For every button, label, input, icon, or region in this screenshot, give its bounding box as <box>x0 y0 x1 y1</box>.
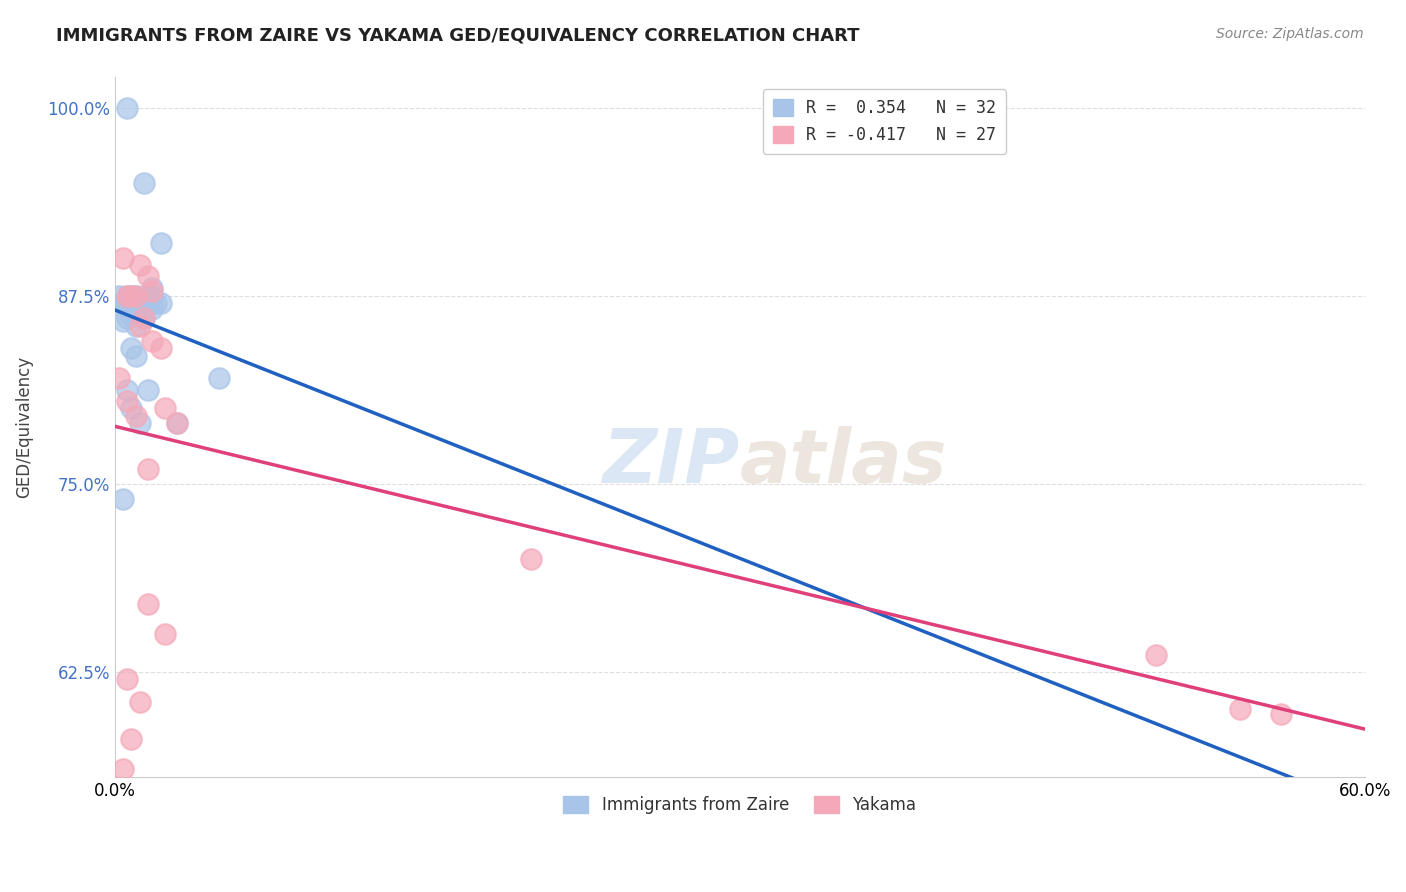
Point <box>124 318 146 333</box>
Point <box>124 409 146 423</box>
Point <box>145 296 167 310</box>
Text: atlas: atlas <box>740 425 948 499</box>
Point <box>128 296 150 310</box>
Point <box>1229 702 1251 716</box>
Point <box>117 101 139 115</box>
Point <box>120 732 142 747</box>
Point <box>1270 706 1292 721</box>
Point <box>117 296 139 310</box>
Point <box>141 284 163 298</box>
Text: ZIP: ZIP <box>603 425 740 499</box>
Point <box>141 301 163 316</box>
Point <box>108 371 131 385</box>
Point <box>141 288 163 302</box>
Text: IMMIGRANTS FROM ZAIRE VS YAKAMA GED/EQUIVALENCY CORRELATION CHART: IMMIGRANTS FROM ZAIRE VS YAKAMA GED/EQUI… <box>56 27 859 45</box>
Point <box>166 417 188 431</box>
Point <box>112 296 135 310</box>
Point <box>136 268 159 283</box>
Point <box>136 384 159 398</box>
Point <box>128 695 150 709</box>
Point <box>112 762 135 776</box>
Point <box>128 259 150 273</box>
Point <box>1146 648 1168 662</box>
Point <box>108 288 131 302</box>
Point <box>117 288 139 302</box>
Point <box>136 461 159 475</box>
Y-axis label: GED/Equivalency: GED/Equivalency <box>15 356 32 499</box>
Point <box>166 417 188 431</box>
Point <box>117 672 139 686</box>
Point <box>132 311 155 326</box>
Point <box>120 288 142 302</box>
Point <box>124 288 146 302</box>
Legend: Immigrants from Zaire, Yakama: Immigrants from Zaire, Yakama <box>553 787 927 824</box>
Point <box>141 334 163 348</box>
Point <box>120 341 142 355</box>
Point <box>208 371 231 385</box>
Point <box>124 288 146 302</box>
Point <box>132 311 155 326</box>
Point <box>128 308 150 322</box>
Point <box>117 393 139 408</box>
Point <box>153 627 176 641</box>
Text: Source: ZipAtlas.com: Source: ZipAtlas.com <box>1216 27 1364 41</box>
Point <box>120 401 142 416</box>
Point <box>141 281 163 295</box>
Point <box>128 417 150 431</box>
Point <box>136 288 159 302</box>
Point <box>117 311 139 326</box>
Point <box>136 597 159 611</box>
Point <box>112 296 135 310</box>
Point <box>117 384 139 398</box>
Point <box>132 176 155 190</box>
Point <box>112 251 135 265</box>
Point <box>120 308 142 322</box>
Point <box>117 288 139 302</box>
Point <box>112 314 135 328</box>
Point <box>149 341 172 355</box>
Point <box>153 401 176 416</box>
Point <box>112 491 135 506</box>
Point <box>124 349 146 363</box>
Point <box>128 318 150 333</box>
Point <box>149 296 172 310</box>
Point <box>520 551 543 566</box>
Point <box>149 235 172 250</box>
Point <box>120 288 142 302</box>
